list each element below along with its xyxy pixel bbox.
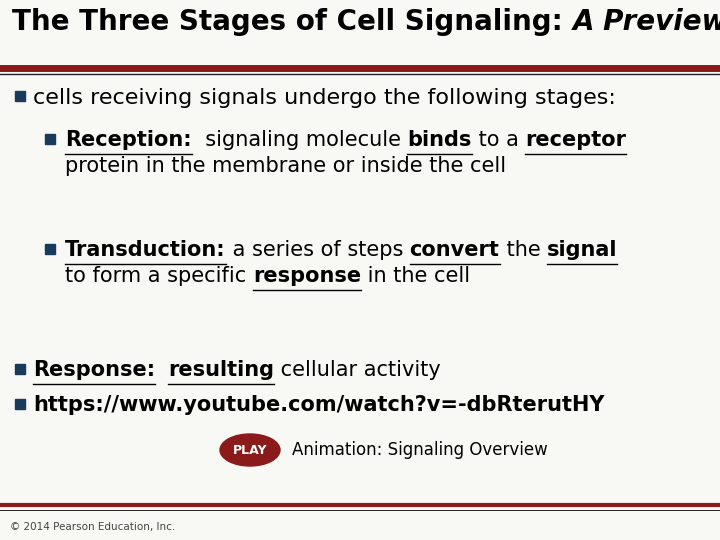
Text: cellular activity: cellular activity <box>274 360 441 380</box>
Text: resulting: resulting <box>168 360 274 380</box>
Text: https://www.youtube.com/watch?v=-dbRterutHY: https://www.youtube.com/watch?v=-dbRteru… <box>33 395 605 415</box>
Text: Transduction:: Transduction: <box>65 240 225 260</box>
Text: protein in the membrane or inside the cell: protein in the membrane or inside the ce… <box>65 156 506 176</box>
Text: to a: to a <box>472 130 525 150</box>
Text: response: response <box>253 266 361 286</box>
Text: binds: binds <box>408 130 472 150</box>
Text: receptor: receptor <box>525 130 626 150</box>
Text: a series of steps: a series of steps <box>225 240 410 260</box>
Text: Reception:: Reception: <box>65 130 192 150</box>
Ellipse shape <box>220 434 280 466</box>
Text: PLAY: PLAY <box>233 443 267 456</box>
Text: Animation: Signaling Overview: Animation: Signaling Overview <box>292 441 548 459</box>
Text: to form a specific: to form a specific <box>65 266 253 286</box>
Text: signal: signal <box>547 240 617 260</box>
Text: signaling molecule: signaling molecule <box>192 130 408 150</box>
Text: in the cell: in the cell <box>361 266 470 286</box>
Text: The Three Stages of Cell Signaling:: The Three Stages of Cell Signaling: <box>12 8 572 36</box>
Text: convert: convert <box>410 240 500 260</box>
Text: A Preview: A Preview <box>572 8 720 36</box>
Text: Response:: Response: <box>33 360 155 380</box>
Text: the: the <box>500 240 547 260</box>
Text: cells receiving signals undergo the following stages:: cells receiving signals undergo the foll… <box>33 88 616 108</box>
Text: © 2014 Pearson Education, Inc.: © 2014 Pearson Education, Inc. <box>10 522 175 532</box>
